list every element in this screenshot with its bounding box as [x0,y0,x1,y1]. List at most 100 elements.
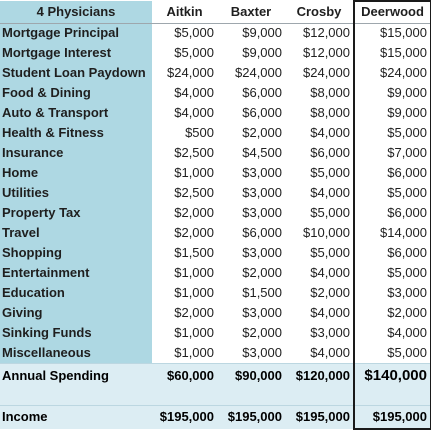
value-cell[interactable]: $9,000 [353,83,431,103]
value-cell[interactable]: $1,000 [152,263,217,283]
value-cell[interactable]: $4,000 [285,343,354,363]
row-label[interactable]: Utilities [0,183,152,203]
value-cell[interactable]: $5,000 [152,23,217,43]
row-label[interactable]: Mortgage Interest [0,43,152,63]
value-cell[interactable]: $24,000 [152,63,217,83]
value-cell[interactable]: $2,000 [353,303,431,323]
value-cell[interactable]: $1,000 [152,163,217,183]
value-cell[interactable]: $24,000 [217,63,285,83]
value-cell[interactable]: $24,000 [285,63,354,83]
value-cell[interactable]: $3,000 [217,203,285,223]
value-cell[interactable]: $4,000 [152,103,217,123]
value-cell[interactable]: $5,000 [152,43,217,63]
value-cell[interactable]: $6,000 [217,83,285,103]
value-cell[interactable]: $4,000 [353,323,431,343]
value-cell[interactable]: $9,000 [217,23,285,43]
value-cell[interactable]: $4,000 [285,123,354,143]
value-cell[interactable]: $12,000 [285,43,354,63]
value-cell[interactable]: $60,000 [152,362,217,389]
value-cell[interactable]: $14,000 [353,223,431,243]
empty-cell[interactable] [353,389,431,405]
value-cell[interactable]: $195,000 [217,404,285,429]
row-label[interactable]: Giving [0,303,152,323]
row-label[interactable]: Travel [0,223,152,243]
value-cell[interactable]: $1,000 [152,283,217,303]
row-label[interactable]: Mortgage Principal [0,23,152,43]
row-label[interactable]: Home [0,163,152,183]
value-cell[interactable]: $6,000 [285,143,354,163]
row-label[interactable]: Health & Fitness [0,123,152,143]
value-cell[interactable]: $8,000 [285,83,354,103]
column-header-aitkin[interactable]: Aitkin [152,1,217,24]
value-cell[interactable]: $6,000 [353,243,431,263]
value-cell[interactable]: $140,000 [353,362,431,389]
row-label[interactable]: Entertainment [0,263,152,283]
value-cell[interactable]: $12,000 [285,23,354,43]
column-header-deerwood[interactable]: Deerwood [353,0,431,24]
value-cell[interactable]: $8,000 [285,103,354,123]
empty-cell[interactable] [152,389,217,405]
value-cell[interactable]: $7,000 [353,143,431,163]
value-cell[interactable]: $6,000 [217,103,285,123]
value-cell[interactable]: $1,000 [152,323,217,343]
value-cell[interactable]: $2,000 [152,223,217,243]
value-cell[interactable]: $15,000 [353,23,431,43]
value-cell[interactable]: $1,000 [152,343,217,363]
value-cell[interactable]: $3,000 [217,343,285,363]
value-cell[interactable]: $4,000 [285,303,354,323]
value-cell[interactable]: $2,000 [285,283,354,303]
empty-cell[interactable] [285,389,354,405]
row-label[interactable]: Income [0,404,152,429]
row-label[interactable]: Insurance [0,143,152,163]
row-label[interactable]: Annual Spending [0,362,152,389]
value-cell[interactable]: $5,000 [285,163,354,183]
empty-cell[interactable] [217,389,285,405]
value-cell[interactable]: $4,000 [285,263,354,283]
value-cell[interactable]: $5,000 [353,123,431,143]
value-cell[interactable]: $3,000 [353,283,431,303]
value-cell[interactable]: $15,000 [353,43,431,63]
value-cell[interactable]: $120,000 [285,362,354,389]
value-cell[interactable]: $9,000 [217,43,285,63]
value-cell[interactable]: $5,000 [285,243,354,263]
value-cell[interactable]: $24,000 [353,63,431,83]
value-cell[interactable]: $1,500 [217,283,285,303]
value-cell[interactable]: $90,000 [217,362,285,389]
value-cell[interactable]: $3,000 [217,183,285,203]
row-label[interactable]: Sinking Funds [0,323,152,343]
value-cell[interactable]: $195,000 [152,404,217,429]
value-cell[interactable]: $3,000 [217,163,285,183]
value-cell[interactable]: $2,500 [152,143,217,163]
value-cell[interactable]: $5,000 [285,203,354,223]
value-cell[interactable]: $500 [152,123,217,143]
row-label[interactable]: Auto & Transport [0,103,152,123]
row-label[interactable]: Food & Dining [0,83,152,103]
value-cell[interactable]: $4,500 [217,143,285,163]
empty-cell[interactable] [0,389,152,405]
value-cell[interactable]: $6,000 [217,223,285,243]
value-cell[interactable]: $10,000 [285,223,354,243]
row-label[interactable]: Shopping [0,243,152,263]
value-cell[interactable]: $9,000 [353,103,431,123]
value-cell[interactable]: $2,000 [217,323,285,343]
value-cell[interactable]: $5,000 [353,343,431,363]
value-cell[interactable]: $2,000 [152,303,217,323]
value-cell[interactable]: $5,000 [353,183,431,203]
value-cell[interactable]: $5,000 [353,263,431,283]
value-cell[interactable]: $4,000 [285,183,354,203]
value-cell[interactable]: $2,000 [217,123,285,143]
column-header-baxter[interactable]: Baxter [217,1,285,24]
value-cell[interactable]: $3,000 [217,243,285,263]
value-cell[interactable]: $3,000 [217,303,285,323]
row-label[interactable]: Student Loan Paydown [0,63,152,83]
corner-header[interactable]: 4 Physicians [0,1,152,24]
row-label[interactable]: Property Tax [0,203,152,223]
row-label[interactable]: Miscellaneous [0,343,152,363]
value-cell[interactable]: $3,000 [285,323,354,343]
value-cell[interactable]: $2,500 [152,183,217,203]
value-cell[interactable]: $6,000 [353,203,431,223]
column-header-crosby[interactable]: Crosby [285,1,354,24]
value-cell[interactable]: $6,000 [353,163,431,183]
value-cell[interactable]: $2,000 [152,203,217,223]
value-cell[interactable]: $195,000 [285,404,354,429]
